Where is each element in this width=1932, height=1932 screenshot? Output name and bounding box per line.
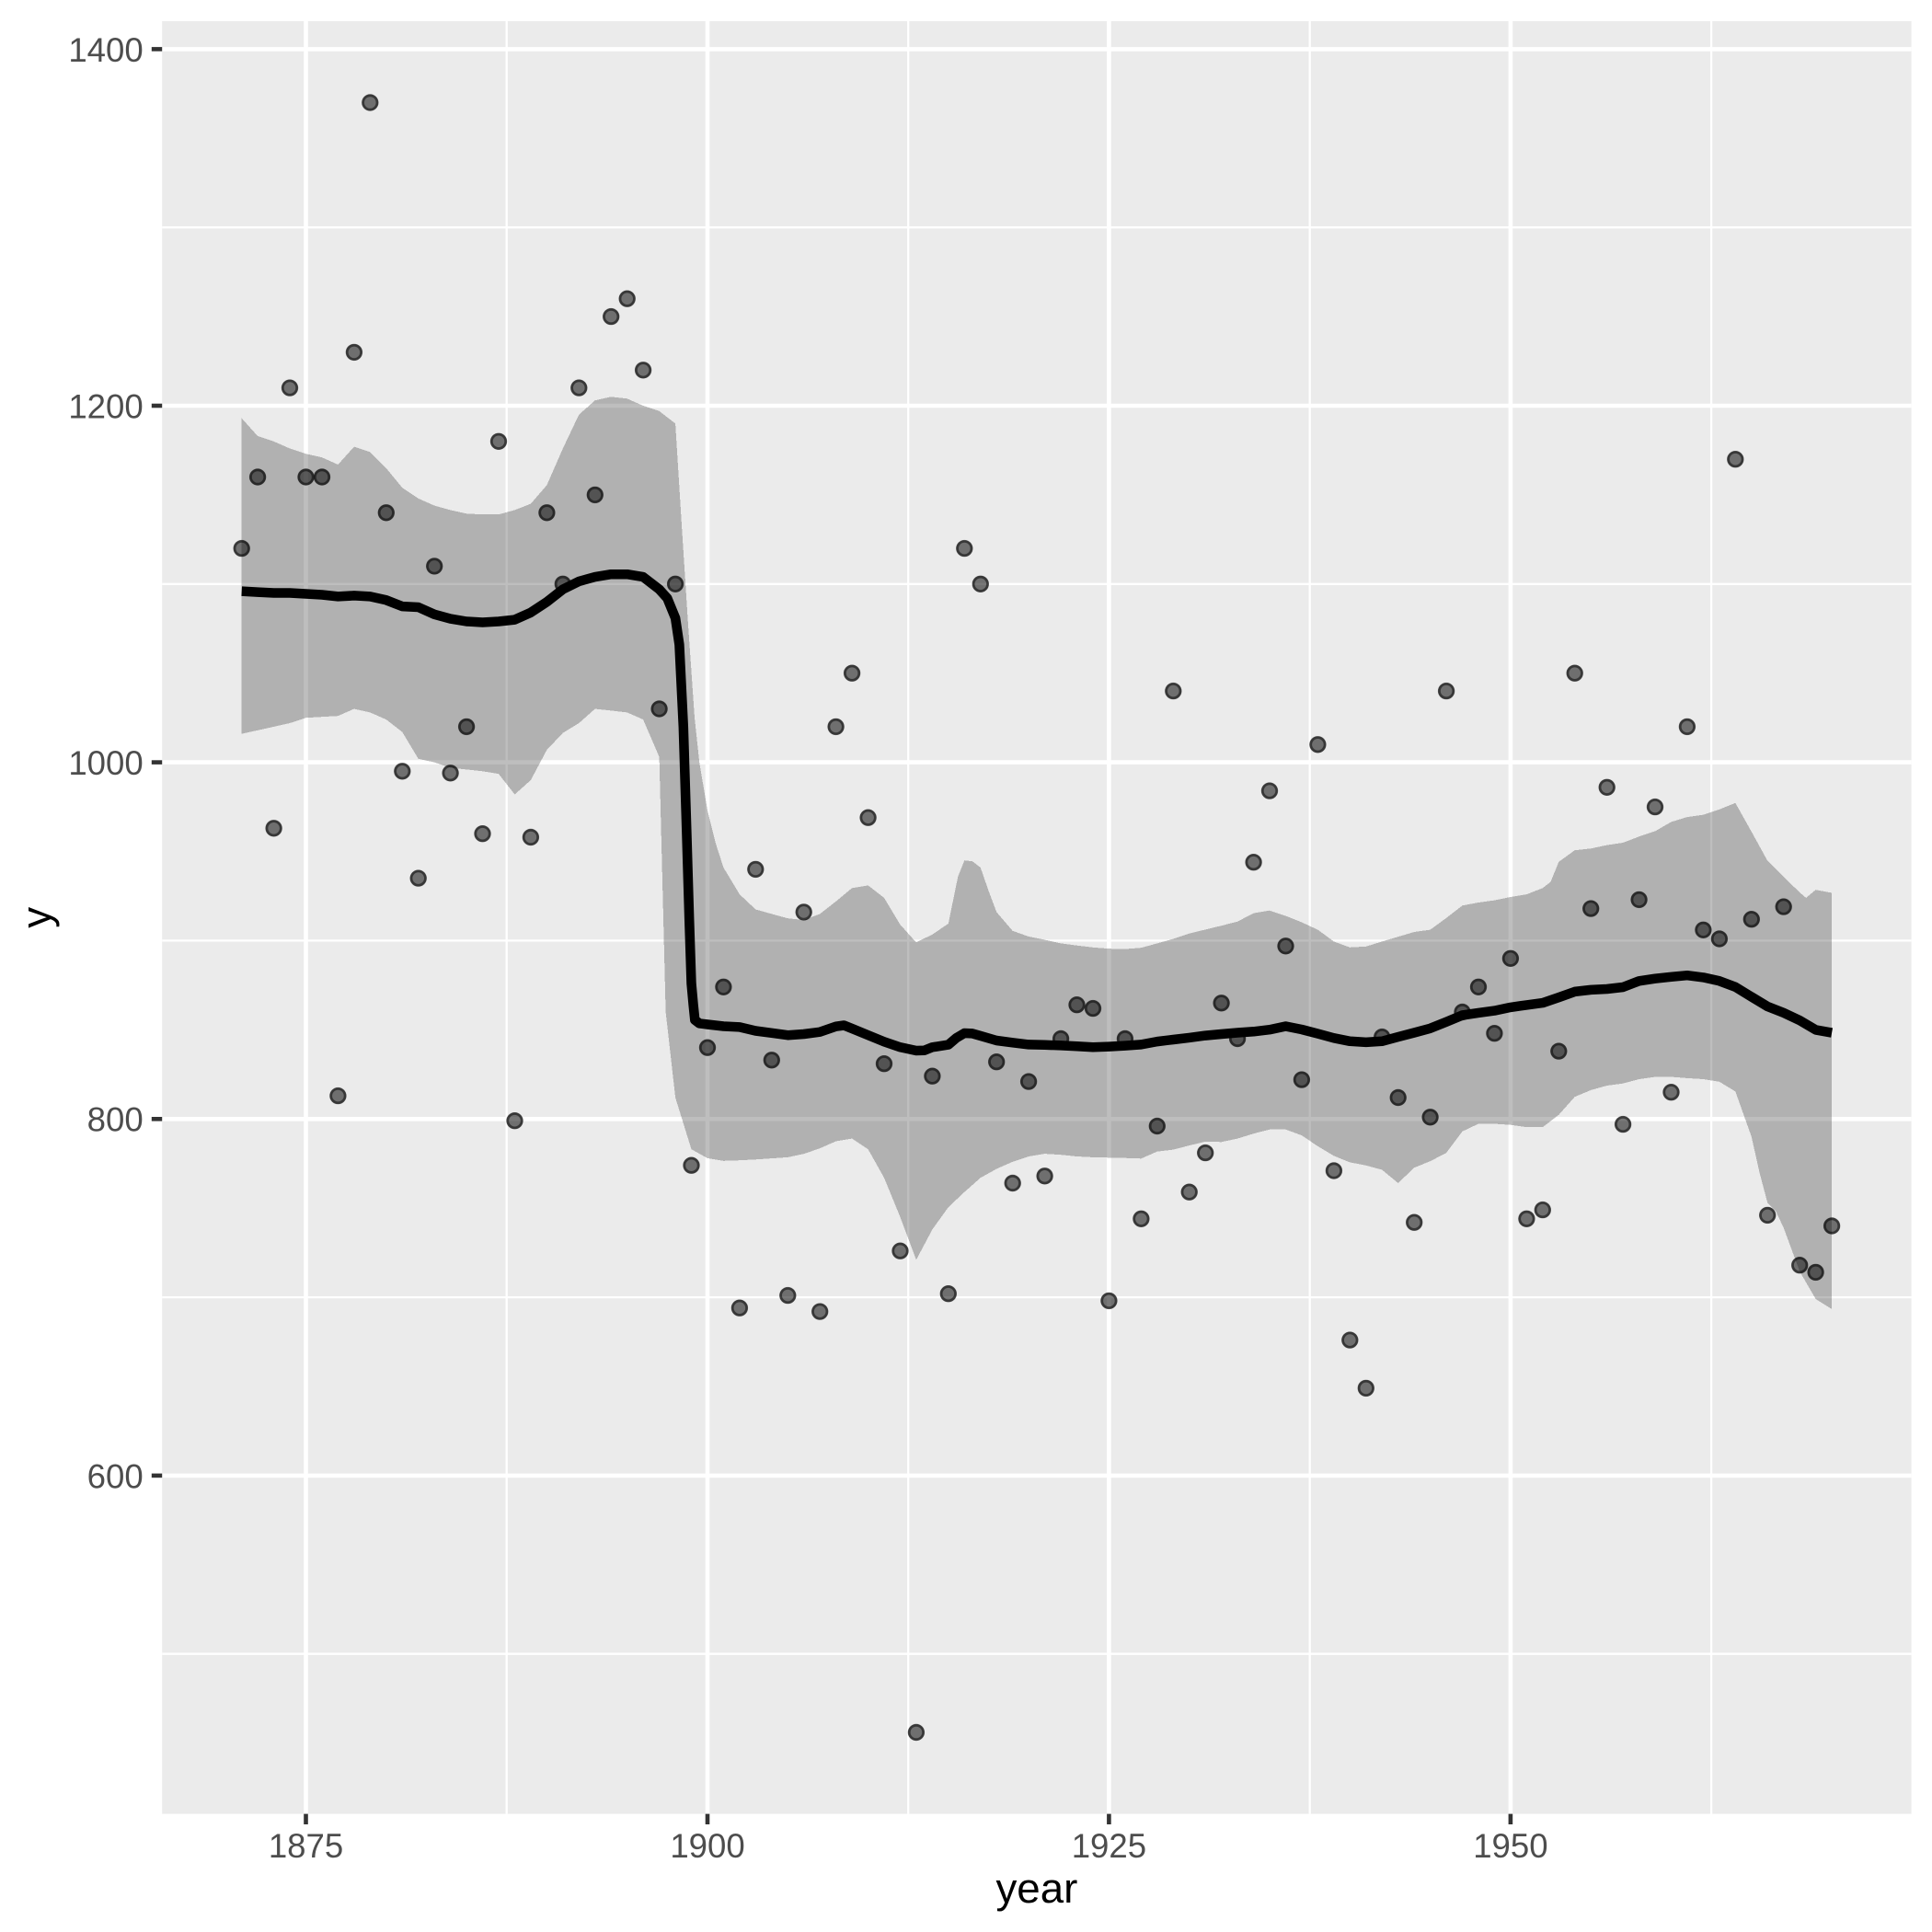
svg-text:1925: 1925 bbox=[1072, 1827, 1146, 1865]
svg-text:1950: 1950 bbox=[1473, 1827, 1547, 1865]
svg-text:1900: 1900 bbox=[670, 1827, 744, 1865]
svg-text:year: year bbox=[995, 1865, 1077, 1912]
svg-text:1200: 1200 bbox=[68, 387, 143, 425]
svg-text:1400: 1400 bbox=[68, 31, 143, 69]
svg-text:y: y bbox=[13, 907, 60, 928]
svg-text:1000: 1000 bbox=[68, 744, 143, 782]
svg-text:800: 800 bbox=[87, 1101, 144, 1139]
svg-text:600: 600 bbox=[87, 1457, 144, 1495]
svg-text:1875: 1875 bbox=[269, 1827, 343, 1865]
